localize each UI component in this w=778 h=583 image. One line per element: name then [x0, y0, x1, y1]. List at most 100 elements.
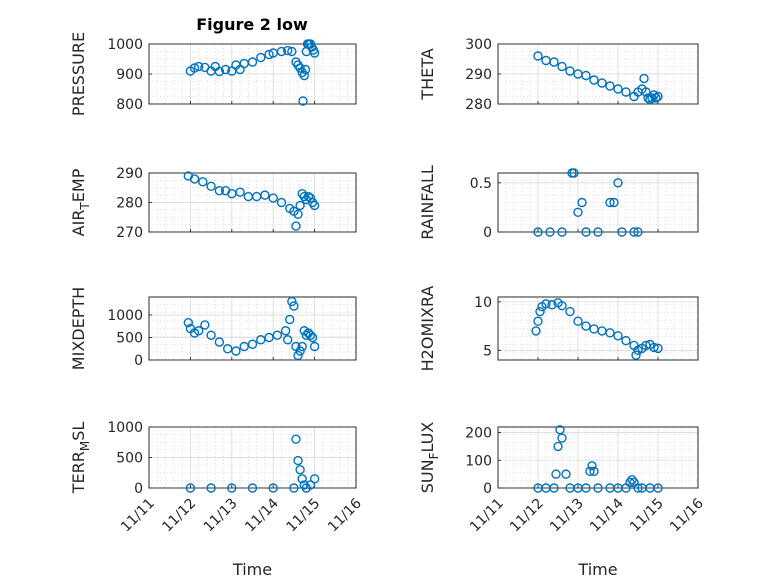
data-point — [581, 70, 591, 81]
data-point — [305, 330, 316, 340]
data-point — [545, 227, 555, 237]
data-point — [200, 320, 210, 330]
subplot-rainfall: 0 0.5 RAINFALL — [418, 165, 699, 241]
data-point — [621, 335, 631, 346]
data-point — [533, 227, 543, 237]
data-point — [295, 346, 305, 356]
x-tick-label: 11/14 — [242, 495, 282, 535]
data-point — [295, 200, 305, 211]
data-point — [605, 197, 615, 208]
data-point — [617, 227, 627, 237]
data-point — [309, 48, 320, 58]
data-point — [555, 425, 565, 435]
data-point — [193, 326, 204, 336]
data-point — [206, 330, 216, 340]
data-point — [589, 466, 599, 477]
data-point — [198, 177, 208, 187]
y-tick-label: 1000 — [107, 420, 143, 436]
y-tick-label: 800 — [116, 97, 143, 113]
figure-title: Figure 2 low — [196, 15, 308, 34]
data-point — [553, 441, 563, 452]
data-point — [214, 337, 225, 347]
data-point — [227, 483, 237, 493]
subplot-theta: 280 290 300 THETA — [418, 37, 699, 113]
data-point — [587, 461, 597, 471]
data-point — [613, 84, 623, 94]
data-point — [206, 181, 216, 191]
y-axis-label: RAINFALL — [418, 165, 437, 240]
y-tick-label: 280 — [116, 196, 143, 212]
data-point — [653, 483, 663, 493]
data-point — [289, 301, 299, 311]
data-point — [264, 332, 274, 343]
data-point — [305, 193, 316, 203]
x-tick-label: 11/13 — [201, 496, 241, 536]
data-point — [214, 185, 225, 196]
data-point — [297, 341, 307, 352]
data-point — [625, 477, 635, 488]
plot-border — [148, 426, 357, 489]
data-point — [561, 469, 571, 479]
data-point — [239, 341, 249, 352]
x-tick-label: 11/15 — [627, 496, 667, 536]
data-point — [651, 93, 661, 103]
plot-area — [148, 296, 357, 361]
subplot-mixdepth: 0 500 1000 MIXDEPTH — [69, 287, 357, 370]
data-point — [293, 209, 303, 220]
x-axis-label: Time — [232, 560, 272, 579]
plot-border — [148, 43, 357, 105]
x-tick-label: 11/11 — [467, 496, 507, 536]
y-tick-label: 0 — [134, 481, 143, 497]
y-tick-label: 0 — [134, 353, 143, 369]
data-point — [565, 306, 575, 317]
y-tick-label: 290 — [116, 166, 143, 182]
data-point — [293, 350, 303, 361]
y-tick-label: 270 — [116, 225, 143, 241]
data-point — [307, 332, 318, 343]
y-axis-label: MIXDEPTH — [69, 287, 88, 370]
data-point — [573, 316, 583, 326]
data-point — [247, 483, 258, 493]
data-point — [653, 91, 663, 102]
data-point — [589, 75, 599, 85]
data-point — [557, 433, 567, 443]
y-axis-label: THETA — [418, 48, 437, 100]
subplot-sun-flux: 0 100 200 SUNFLUX 11/11 11/12 11/13 11/14 11/15 1… — [418, 422, 707, 579]
data-point — [291, 434, 301, 444]
x-tick-label: 11/12 — [159, 496, 199, 536]
y-axis-label: SUNFLUX — [418, 422, 441, 494]
data-point — [295, 63, 305, 73]
data-point — [189, 174, 200, 184]
data-point — [287, 296, 297, 307]
data-point — [214, 66, 225, 77]
data-point — [597, 78, 607, 88]
data-point — [276, 46, 287, 57]
data-point — [282, 335, 293, 345]
data-point — [581, 321, 591, 331]
plot-border — [497, 296, 699, 361]
data-point — [268, 193, 278, 203]
data-point — [291, 221, 301, 231]
data-point — [629, 227, 639, 237]
subplot-h2omixra: 5 10 H2OMIXRA — [418, 286, 699, 371]
data-point — [309, 474, 320, 484]
data-point — [206, 483, 216, 493]
data-point — [557, 301, 567, 311]
data-point — [220, 64, 231, 75]
data-point — [260, 190, 270, 200]
y-tick-label: 0 — [483, 481, 492, 497]
x-tick-label: 11/14 — [587, 495, 627, 535]
data-point — [641, 87, 651, 97]
data-point — [285, 314, 295, 325]
x-tick-label: 11/12 — [507, 496, 547, 536]
data-point — [593, 227, 603, 237]
y-tick-label: 280 — [465, 97, 492, 113]
data-point — [298, 96, 308, 106]
data-point — [593, 483, 603, 493]
data-point — [300, 64, 311, 75]
data-point — [276, 197, 287, 208]
plot-border — [497, 43, 699, 105]
data-point — [287, 46, 297, 57]
data-point — [613, 331, 623, 341]
